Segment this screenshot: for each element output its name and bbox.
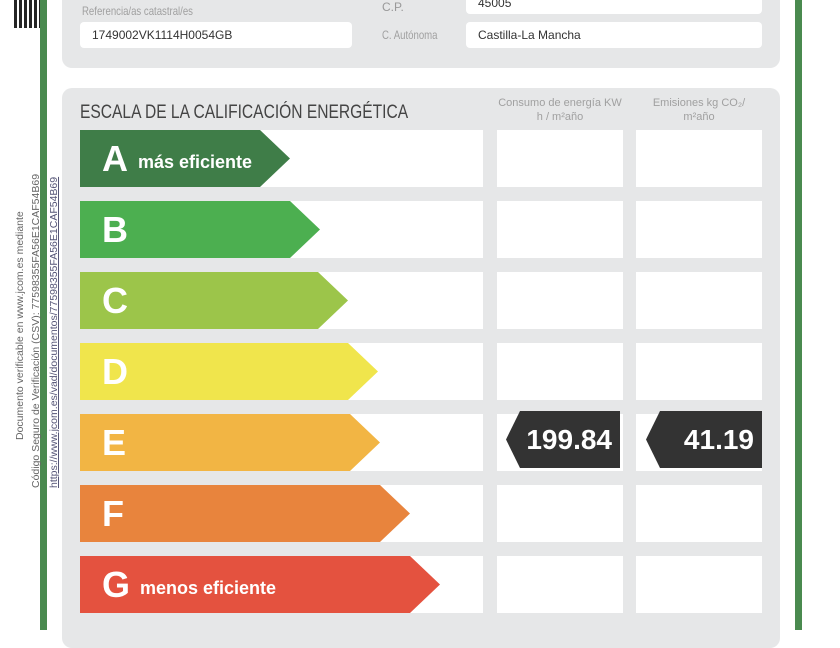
emisiones-cell	[636, 556, 762, 613]
ref-field: 1749002VK1114H0054GB	[80, 22, 352, 48]
emisiones-value-marker: 41.19	[646, 411, 762, 468]
grade-bar-f: F	[80, 485, 410, 542]
consumo-cell	[497, 485, 623, 542]
consumo-cell	[497, 272, 623, 329]
grade-letter: C	[102, 279, 128, 321]
grade-bar-g: G menos eficiente	[80, 556, 440, 613]
emisiones-cell	[636, 485, 762, 542]
grade-letter: D	[102, 350, 128, 392]
emisiones-cell	[636, 343, 762, 400]
consumo-value-marker: 199.84	[506, 411, 620, 468]
property-panel: Referencia/as catastral/es 1749002VK1114…	[62, 0, 780, 68]
consumo-cell	[497, 201, 623, 258]
ca-label: C. Autónoma	[382, 28, 438, 42]
emisiones-header: Emisiones kg CO₂/ m²año	[652, 97, 746, 123]
grade-bar-c: C	[80, 272, 348, 329]
scale-title: ESCALA DE LA CALIFICACIÓN ENERGÉTICA	[80, 102, 409, 123]
consumo-cell	[497, 556, 623, 613]
ref-label: Referencia/as catastral/es	[82, 4, 193, 18]
csv-text: Código Seguro de Verificación (CSV): 775…	[30, 173, 42, 488]
grade-caption: menos eficiente	[140, 578, 277, 598]
verification-link[interactable]: https://www.jcom.es/vad/documentos/77598…	[48, 176, 60, 488]
grade-bar-d: D	[80, 343, 378, 400]
grade-bar-b: B	[80, 201, 320, 258]
cp-label: C.P.	[382, 0, 404, 14]
cp-field: 45005	[466, 0, 762, 14]
emisiones-cell	[636, 130, 762, 187]
emisiones-cell	[636, 201, 762, 258]
emisiones-cell	[636, 272, 762, 329]
grade-caption: más eficiente	[138, 152, 253, 172]
grade-bar-e: E	[80, 414, 380, 471]
right-border	[795, 0, 802, 630]
grade-letter: A	[102, 137, 128, 179]
consumo-cell	[497, 343, 623, 400]
consumo-cell	[497, 130, 623, 187]
grade-bar-a: A más eficiente	[80, 130, 290, 187]
verification-text: Documento verificable en www.jcom.es med…	[14, 211, 26, 440]
grade-letter: E	[102, 421, 127, 463]
grade-letter: F	[102, 492, 124, 534]
consumo-header: Consumo de energía KW h / m²año	[498, 97, 622, 123]
grade-letter: G	[102, 563, 131, 605]
ca-field: Castilla-La Mancha	[466, 22, 762, 48]
grade-letter: B	[102, 208, 128, 250]
left-border	[40, 0, 47, 630]
